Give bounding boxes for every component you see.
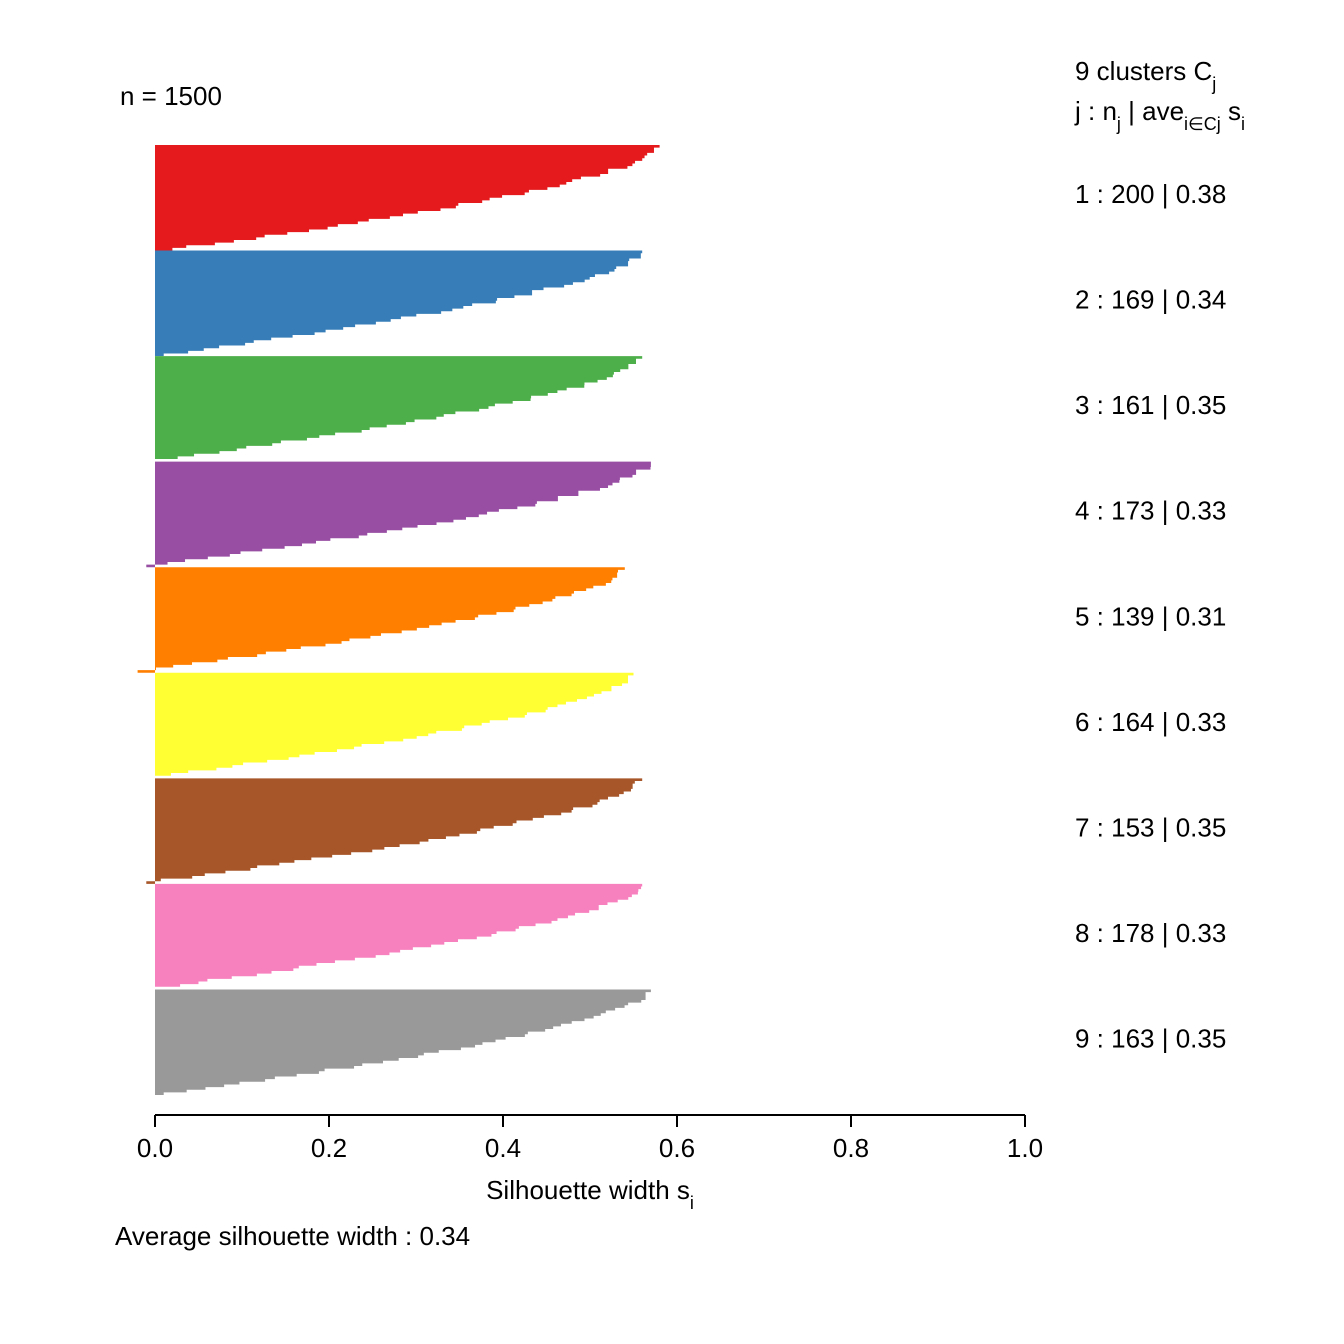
x-axis-tick-label: 0.2 bbox=[311, 1133, 347, 1163]
cluster-label-1: 1 : 200 | 0.38 bbox=[1075, 179, 1226, 209]
cluster-label-8: 8 : 178 | 0.33 bbox=[1075, 918, 1226, 948]
cluster-label-5: 5 : 139 | 0.31 bbox=[1075, 601, 1226, 631]
x-axis-tick-label: 0.8 bbox=[833, 1133, 869, 1163]
x-axis-tick-label: 1.0 bbox=[1007, 1133, 1043, 1163]
footer-average-label: Average silhouette width : 0.34 bbox=[115, 1221, 470, 1251]
cluster-label-4: 4 : 173 | 0.33 bbox=[1075, 496, 1226, 526]
cluster-label-6: 6 : 164 | 0.33 bbox=[1075, 707, 1226, 737]
silhouette-chart: 0.00.20.40.60.81.0Silhouette width sin =… bbox=[0, 0, 1344, 1344]
cluster-label-2: 2 : 169 | 0.34 bbox=[1075, 285, 1226, 315]
cluster-label-9: 9 : 163 | 0.35 bbox=[1075, 1024, 1226, 1054]
header-n-label: n = 1500 bbox=[120, 81, 222, 111]
cluster-label-3: 3 : 161 | 0.35 bbox=[1075, 390, 1226, 420]
x-axis-tick-label: 0.0 bbox=[137, 1133, 173, 1163]
cluster-label-7: 7 : 153 | 0.35 bbox=[1075, 812, 1226, 842]
x-axis-tick-label: 0.6 bbox=[659, 1133, 695, 1163]
x-axis-tick-label: 0.4 bbox=[485, 1133, 521, 1163]
